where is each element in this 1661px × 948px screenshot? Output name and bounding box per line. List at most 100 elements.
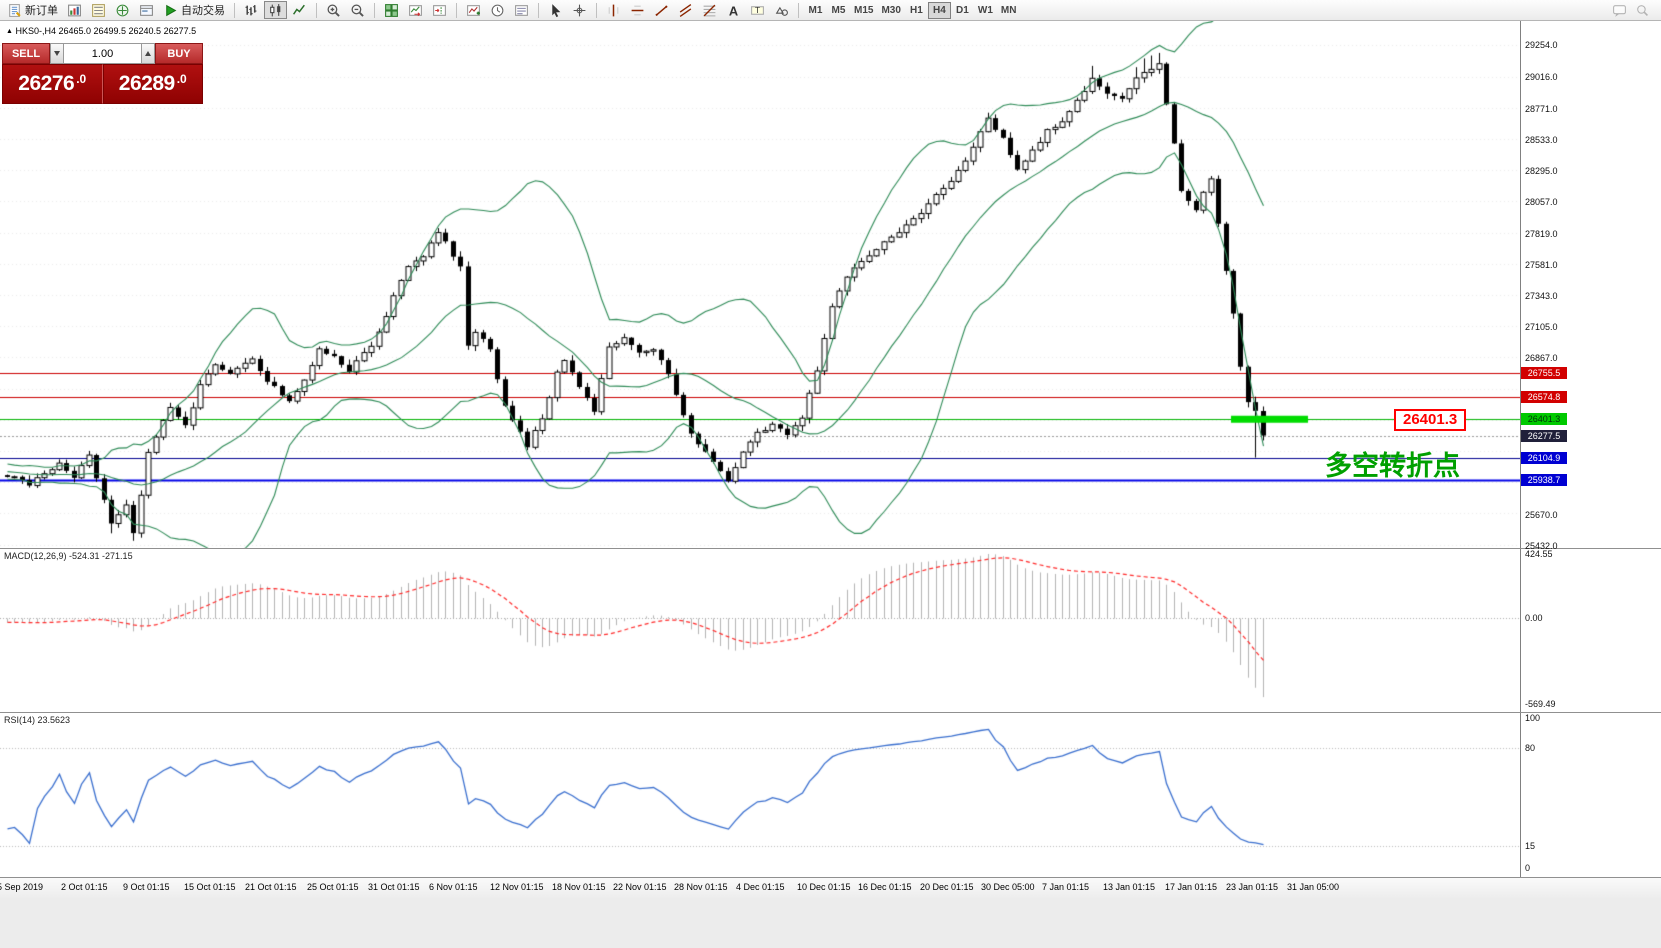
autotrading-label: 自动交易: [181, 5, 225, 17]
price-annotation-box[interactable]: 26401.3: [1394, 409, 1467, 431]
new-order-icon: [7, 3, 22, 18]
cursor-button[interactable]: [544, 1, 567, 19]
price-axis-label: 28771.0: [1525, 103, 1558, 114]
chart-window: ▲ HKS0-,H4 26465.0 26499.5 26240.5 26277…: [0, 21, 1661, 877]
equidistant-channel-button[interactable]: [674, 1, 697, 19]
buy-price-main: 26289: [118, 72, 175, 95]
toolbar-separator: [596, 2, 597, 18]
timeframe-m30-button[interactable]: M30: [877, 2, 904, 19]
timeframe-h1-button[interactable]: H1: [905, 2, 928, 19]
macd-panel-separator[interactable]: [0, 548, 1661, 549]
navigator-button[interactable]: [111, 1, 134, 19]
time-axis-label: 25 Sep 2019: [0, 882, 44, 892]
horizontal-line-icon: [630, 3, 645, 18]
auto-scroll-icon: [408, 3, 423, 18]
market-watch-button[interactable]: [87, 1, 110, 19]
time-axis-label: 23 Jan 01:15: [1226, 882, 1279, 892]
rsi-label: RSI(14) 23.5623: [4, 715, 71, 725]
toolbar-separator: [374, 2, 375, 18]
crosshair-button[interactable]: [568, 1, 591, 19]
text-button[interactable]: A: [722, 1, 745, 19]
time-axis-label: 2 Oct 01:15: [61, 882, 108, 892]
periods-icon: [490, 3, 505, 18]
periods-button[interactable]: [486, 1, 509, 19]
chat-button[interactable]: [1608, 1, 1631, 19]
buy-button[interactable]: BUY: [155, 43, 203, 64]
timeframe-w1-button[interactable]: W1: [974, 2, 997, 19]
price-scale-border: [1520, 21, 1521, 877]
toolbar-separator: [798, 2, 799, 18]
turning-point-annotation[interactable]: 多空转折点: [1325, 451, 1460, 481]
terminal-button[interactable]: [135, 1, 158, 19]
time-axis-label: 20 Dec 01:15: [920, 882, 974, 892]
new-chart-button[interactable]: [63, 1, 86, 19]
symbol-ohlc-text: HKS0-,H4 26465.0 26499.5 26240.5 26277.5: [15, 26, 197, 36]
indicators-button[interactable]: [462, 1, 485, 19]
timeframe-d1-button[interactable]: D1: [951, 2, 974, 19]
time-axis-label: 10 Dec 01:15: [797, 882, 851, 892]
price-axis-label: 29016.0: [1525, 71, 1558, 82]
chart-window-icon: [67, 3, 82, 18]
autotrading-button[interactable]: 自动交易: [159, 1, 229, 19]
toolbar-separator: [234, 2, 235, 18]
volume-increase-button[interactable]: [141, 43, 155, 64]
volume-decrease-button[interactable]: [50, 43, 64, 64]
fibonacci-button[interactable]: [698, 1, 721, 19]
tile-windows-button[interactable]: [380, 1, 403, 19]
buy-price-decimal: .0: [176, 72, 187, 86]
auto-scroll-button[interactable]: [404, 1, 427, 19]
zoom-out-button[interactable]: [346, 1, 369, 19]
time-axis-label: 18 Nov 01:15: [552, 882, 606, 892]
price-badge: 25938.7: [1521, 474, 1567, 486]
search-button[interactable]: [1631, 1, 1654, 19]
time-axis-label: 7 Jan 01:15: [1042, 882, 1090, 892]
toolbar-separator: [456, 2, 457, 18]
price-axis-label: 28295.0: [1525, 166, 1558, 177]
new-order-button[interactable]: 新订单: [3, 1, 62, 19]
price-axis-label: 25670.0: [1525, 510, 1558, 521]
macd-axis-label: 424.55: [1525, 548, 1553, 559]
cursor-icon: [548, 3, 563, 18]
timeframe-mn-button[interactable]: MN: [997, 2, 1021, 19]
chart-shift-icon: [432, 3, 447, 18]
time-axis-label: 13 Jan 01:15: [1103, 882, 1156, 892]
price-axis-label: 29254.0: [1525, 40, 1558, 51]
time-axis-label: 9 Oct 01:15: [123, 882, 170, 892]
zoom-in-button[interactable]: [322, 1, 345, 19]
triangle-up-icon: [145, 51, 151, 56]
price-axis-label: 28057.0: [1525, 197, 1558, 208]
volume-input[interactable]: [64, 43, 141, 64]
price-axis-label: 27581.0: [1525, 259, 1558, 270]
buy-price[interactable]: 26289 .0: [102, 64, 203, 104]
channel-icon: [678, 3, 693, 18]
symbol-ohlc-bar: ▲ HKS0-,H4 26465.0 26499.5 26240.5 26277…: [6, 26, 196, 36]
templates-button[interactable]: [510, 1, 533, 19]
trade-prices-row: 26276 .0 26289 .0: [2, 64, 203, 104]
chart-canvas[interactable]: [0, 21, 1520, 877]
timeframe-m15-button[interactable]: M15: [850, 2, 877, 19]
vertical-line-button[interactable]: [602, 1, 625, 19]
time-axis[interactable]: 25 Sep 2019 2 Oct 01:15 9 Oct 01:15 15 Oct …: [0, 877, 1661, 898]
rsi-axis-label: 80: [1525, 743, 1536, 753]
sell-button[interactable]: SELL: [2, 43, 50, 64]
timeframe-m1-button[interactable]: M1: [804, 2, 827, 19]
time-axis-label: 4 Dec 01:15: [736, 882, 785, 892]
bar-chart-mode-button[interactable]: [240, 1, 263, 19]
price-badge: 26755.5: [1521, 366, 1567, 379]
shapes-button[interactable]: [770, 1, 793, 19]
candle-chart-mode-button[interactable]: [264, 1, 287, 19]
trendline-button[interactable]: [650, 1, 673, 19]
chart-shift-button[interactable]: [428, 1, 451, 19]
play-icon: [163, 3, 178, 18]
line-chart-mode-button[interactable]: [288, 1, 311, 19]
timeframe-h4-button[interactable]: H4: [927, 1, 951, 19]
time-axis-label: 31 Jan 05:00: [1287, 882, 1340, 892]
text-label-button[interactable]: T: [746, 1, 769, 19]
price-badge: 26574.8: [1521, 390, 1567, 403]
sell-price[interactable]: 26276 .0: [2, 64, 103, 104]
triangle-down-icon: [54, 51, 60, 56]
rsi-panel-separator[interactable]: [0, 712, 1661, 713]
bottom-strip: [0, 898, 1661, 948]
horizontal-line-button[interactable]: [626, 1, 649, 19]
timeframe-m5-button[interactable]: M5: [827, 2, 850, 19]
